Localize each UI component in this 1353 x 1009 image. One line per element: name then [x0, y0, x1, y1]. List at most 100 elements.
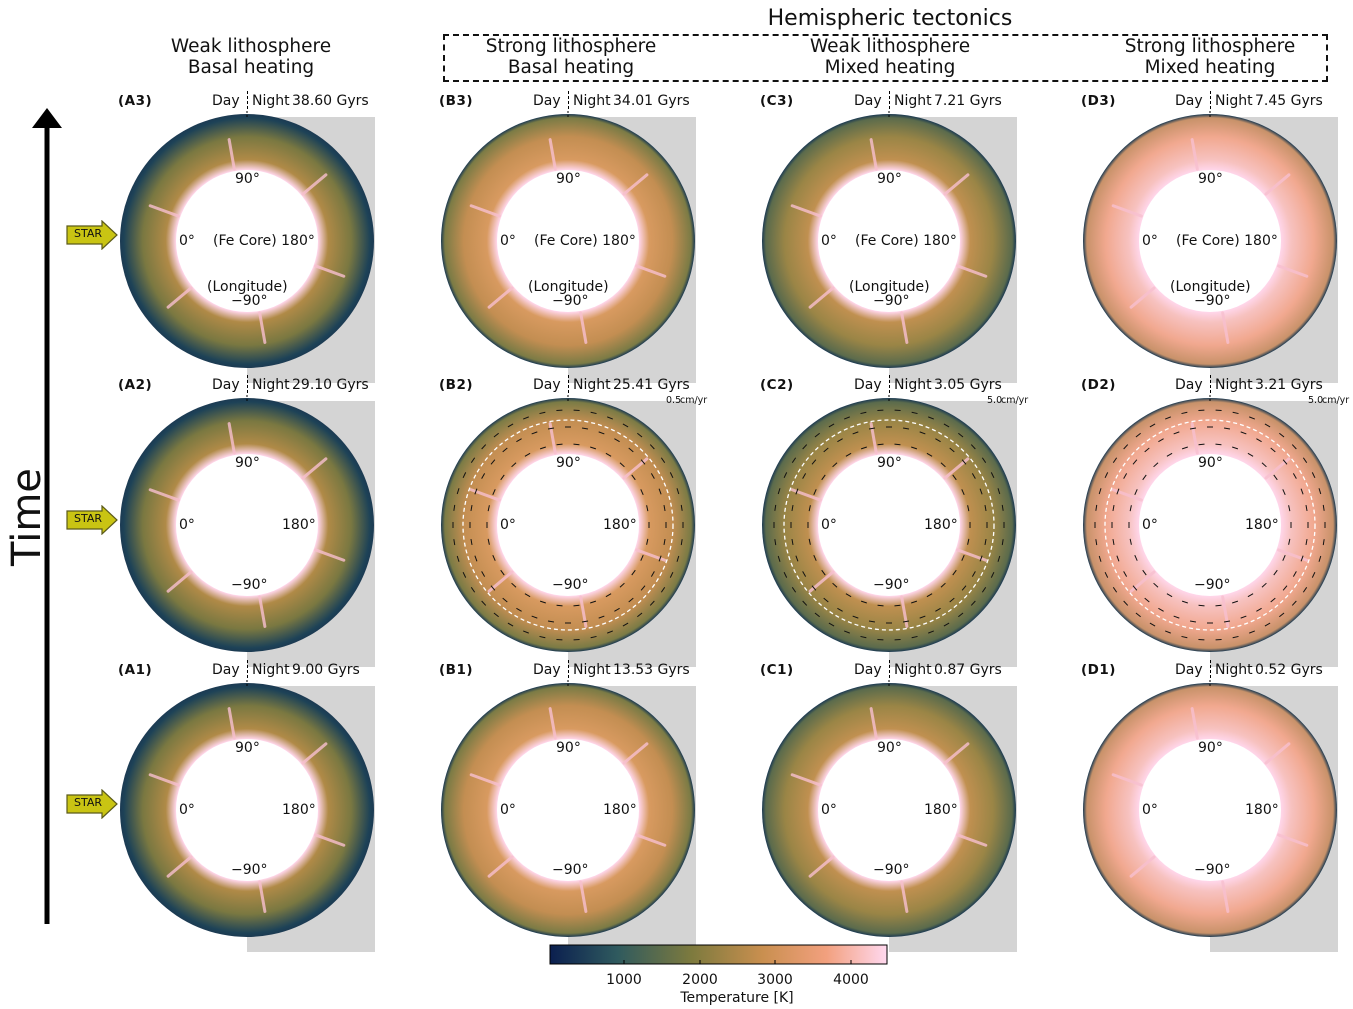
velocity-arrow [837, 438, 843, 443]
velocity-arrow [619, 582, 625, 588]
velocity-arrow [1264, 622, 1271, 627]
plume-streak [579, 880, 588, 913]
longitude-label: (Longitude) [1170, 279, 1251, 295]
velocity-arrow [556, 443, 563, 446]
column-title-a-line1: Weak lithosphere [170, 36, 332, 57]
velocity-arrow [926, 452, 933, 457]
velocity-arrow [502, 597, 508, 603]
star-arrow-icon [66, 505, 118, 535]
velocity-arrow [1256, 438, 1262, 443]
velocity-arrow [1300, 555, 1304, 562]
velocity-arrow [646, 505, 649, 512]
velocity-arrow [1273, 569, 1278, 576]
velocity-arrow [637, 612, 643, 618]
plume-streak [1264, 173, 1291, 196]
velocity-arrow [1144, 597, 1150, 603]
velocity-arrow [1282, 555, 1286, 561]
velocity-arrow [1300, 488, 1304, 495]
velocity-arrow [1311, 472, 1316, 479]
velocity-arrow [622, 622, 629, 627]
age-label: 0.52 Gyrs [1255, 662, 1323, 678]
colorbar-tick-label: 4000 [833, 972, 869, 988]
velocity-arrow [462, 472, 467, 479]
day-label: Day [212, 93, 240, 109]
velocity-arrow [1001, 504, 1004, 511]
star-label: STAR [73, 227, 102, 240]
velocity-arrow [777, 555, 781, 562]
panel-c3-label: (C3) [760, 93, 794, 109]
velocity-arrow [1302, 587, 1308, 593]
velocity-arrow [979, 555, 983, 562]
velocity-arrow [791, 538, 794, 546]
velocity-arrow [971, 473, 976, 479]
velocity-arrow [997, 555, 1001, 562]
velocity-scale-unit: cm/yr [680, 395, 708, 406]
velocity-arrow [556, 604, 563, 607]
lat-90-label: 90° [1198, 455, 1223, 471]
velocity-arrow [868, 620, 876, 623]
plume-streak [148, 204, 180, 218]
velocity-arrow [813, 555, 817, 561]
velocity-arrow [997, 488, 1001, 495]
velocity-arrow [676, 488, 680, 495]
time-axis-label: Time [4, 468, 50, 566]
velocity-arrow [573, 604, 580, 607]
plume-streak [487, 286, 514, 309]
day-label: Day [212, 377, 240, 393]
velocity-arrow [911, 635, 918, 639]
velocity-arrow [958, 432, 964, 438]
velocity-arrow [783, 472, 788, 479]
velocity-arrow [539, 446, 546, 450]
lat-90-label: 90° [877, 455, 902, 471]
colorbar-tick-label: 3000 [757, 972, 793, 988]
lon-0-label: 0° [179, 233, 195, 249]
velocity-arrow [1116, 488, 1120, 495]
velocity-arrow [1198, 443, 1205, 446]
velocity-arrow [1189, 620, 1197, 623]
colorbar-tick-label: 1000 [606, 972, 642, 988]
velocity-arrow [1134, 555, 1138, 561]
velocity-arrow [1279, 432, 1285, 438]
age-label: 7.21 Gyrs [934, 93, 1002, 109]
plume-streak [635, 264, 667, 278]
day-night-divider [568, 91, 569, 109]
velocity-arrow [492, 489, 496, 495]
night-label: Night [1215, 93, 1253, 109]
velocity-arrow [828, 423, 835, 428]
velocity-arrow [631, 569, 636, 576]
plume-streak [1129, 855, 1156, 878]
velocity-arrow [940, 582, 946, 588]
panel-b2-disk [441, 393, 696, 667]
day-label: Day [1175, 93, 1203, 109]
lon-180-label: 180° [1245, 802, 1279, 818]
plume-streak [1264, 742, 1291, 765]
velocity-arrow [605, 452, 612, 457]
velocity-arrow [811, 459, 817, 465]
velocity-arrow [487, 538, 490, 545]
velocity-arrow [640, 459, 646, 465]
figure-supertitle: Hemispheric tectonics [767, 6, 1013, 31]
velocity-arrow [1123, 571, 1128, 577]
panel-b1-label: (B1) [439, 662, 474, 678]
velocity-arrow [802, 571, 807, 577]
day-night-divider [889, 375, 890, 393]
velocity-arrow [961, 555, 965, 561]
panel-c1-disk [762, 678, 1017, 952]
plume-streak [166, 286, 193, 309]
velocity-arrow [598, 615, 605, 619]
velocity-arrow [1249, 416, 1255, 420]
plume-streak [258, 880, 267, 913]
velocity-arrow [1291, 600, 1297, 606]
day-label: Day [1175, 377, 1203, 393]
velocity-arrow [1215, 604, 1222, 607]
plume-streak [227, 422, 236, 455]
plume-streak [227, 138, 236, 171]
velocity-arrow [1158, 438, 1164, 443]
velocity-arrow [646, 538, 649, 545]
lat-m90-label: −90° [873, 293, 910, 309]
panel-b1-disk [441, 678, 696, 952]
velocity-arrow [628, 447, 634, 453]
longitude-label: (Longitude) [849, 279, 930, 295]
lon-180-label: 180° [603, 517, 637, 533]
velocity-arrow [1153, 582, 1159, 588]
